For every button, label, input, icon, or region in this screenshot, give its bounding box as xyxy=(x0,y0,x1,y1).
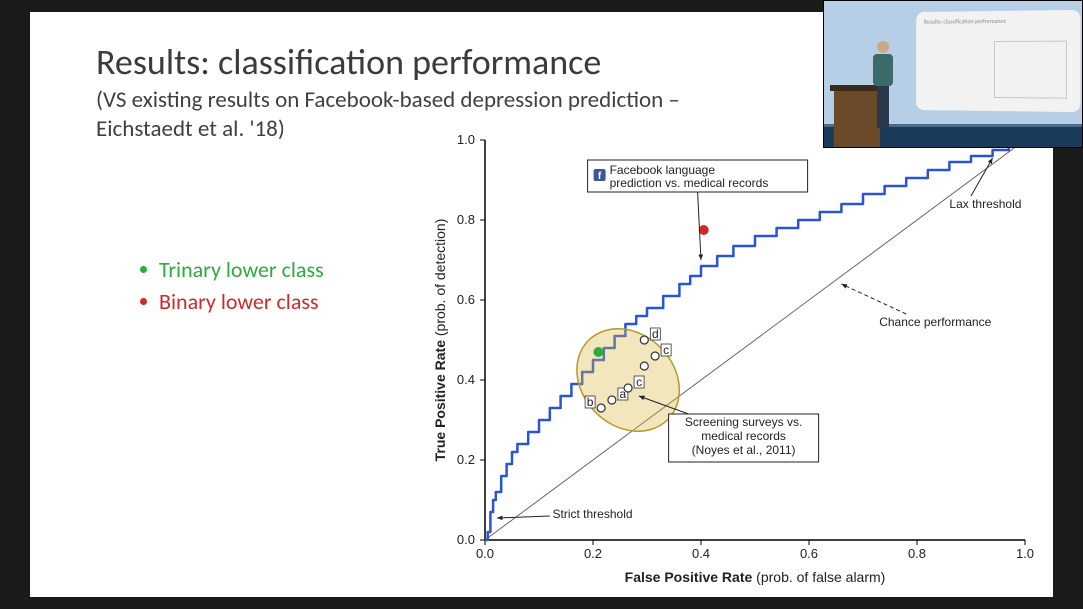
svg-text:1.0: 1.0 xyxy=(457,132,475,147)
legend-item: Trinary lower class xyxy=(140,254,324,286)
legend-bullet xyxy=(140,298,147,305)
svg-text:0.4: 0.4 xyxy=(692,546,710,561)
legend-bullet xyxy=(140,266,147,273)
projector-screen: Results: classification performance xyxy=(916,10,1080,112)
speaker-camera-inset: Results: classification performance xyxy=(823,0,1083,148)
svg-text:0.4: 0.4 xyxy=(457,372,475,387)
legend-item: Binary lower class xyxy=(140,286,324,318)
legend-label: Trinary lower class xyxy=(159,254,324,286)
roc-chart: 0.00.0 0.2 0.2 0.4 0.4 0.6 0.6 0.8 0.8 1.0 1.0 Fals… xyxy=(430,130,1050,594)
subtitle-line2: Eichstaedt et al. '18) xyxy=(96,115,285,143)
svg-text:Screening surveys vs.: Screening surveys vs. xyxy=(685,415,802,429)
svg-text:False Positive Rate (prob. of: False Positive Rate (prob. of false alar… xyxy=(625,569,886,585)
svg-text:0.0: 0.0 xyxy=(457,532,475,547)
svg-text:Facebook language: Facebook language xyxy=(610,163,716,177)
svg-text:0.6: 0.6 xyxy=(800,546,818,561)
roc-svg: 0.00.0 0.2 0.2 0.4 0.4 0.6 0.6 0.8 0.8 1.0 1.0 Fals… xyxy=(430,130,1050,594)
svg-text:0.8: 0.8 xyxy=(908,546,926,561)
svg-text:prediction vs. medical records: prediction vs. medical records xyxy=(610,176,769,190)
svg-text:b: b xyxy=(587,395,594,409)
svg-text:Lax threshold: Lax threshold xyxy=(949,197,1021,211)
subtitle-line1: (VS existing results on Facebook-based d… xyxy=(96,86,680,114)
svg-text:True Positive Rate (prob. of d: True Positive Rate (prob. of detection) xyxy=(432,219,448,462)
svg-text:1.0: 1.0 xyxy=(1016,546,1034,561)
svg-text:c: c xyxy=(636,375,642,389)
svg-text:c: c xyxy=(663,343,669,357)
svg-text:0.0: 0.0 xyxy=(476,546,494,561)
svg-text:medical records: medical records xyxy=(701,429,786,443)
svg-text:(Noyes et al., 2011): (Noyes et al., 2011) xyxy=(692,443,796,457)
svg-text:d: d xyxy=(652,327,659,341)
svg-text:0.8: 0.8 xyxy=(457,212,475,227)
svg-text:Strict threshold: Strict threshold xyxy=(553,507,633,521)
svg-text:0.6: 0.6 xyxy=(457,292,475,307)
svg-text:0.2: 0.2 xyxy=(584,546,602,561)
legend-label: Binary lower class xyxy=(159,286,319,318)
svg-text:0.2: 0.2 xyxy=(457,452,475,467)
svg-text:Chance performance: Chance performance xyxy=(879,315,991,329)
slide-title: Results: classification performance xyxy=(96,40,601,84)
presenter xyxy=(870,41,896,131)
legend: Trinary lower classBinary lower class xyxy=(140,254,324,318)
